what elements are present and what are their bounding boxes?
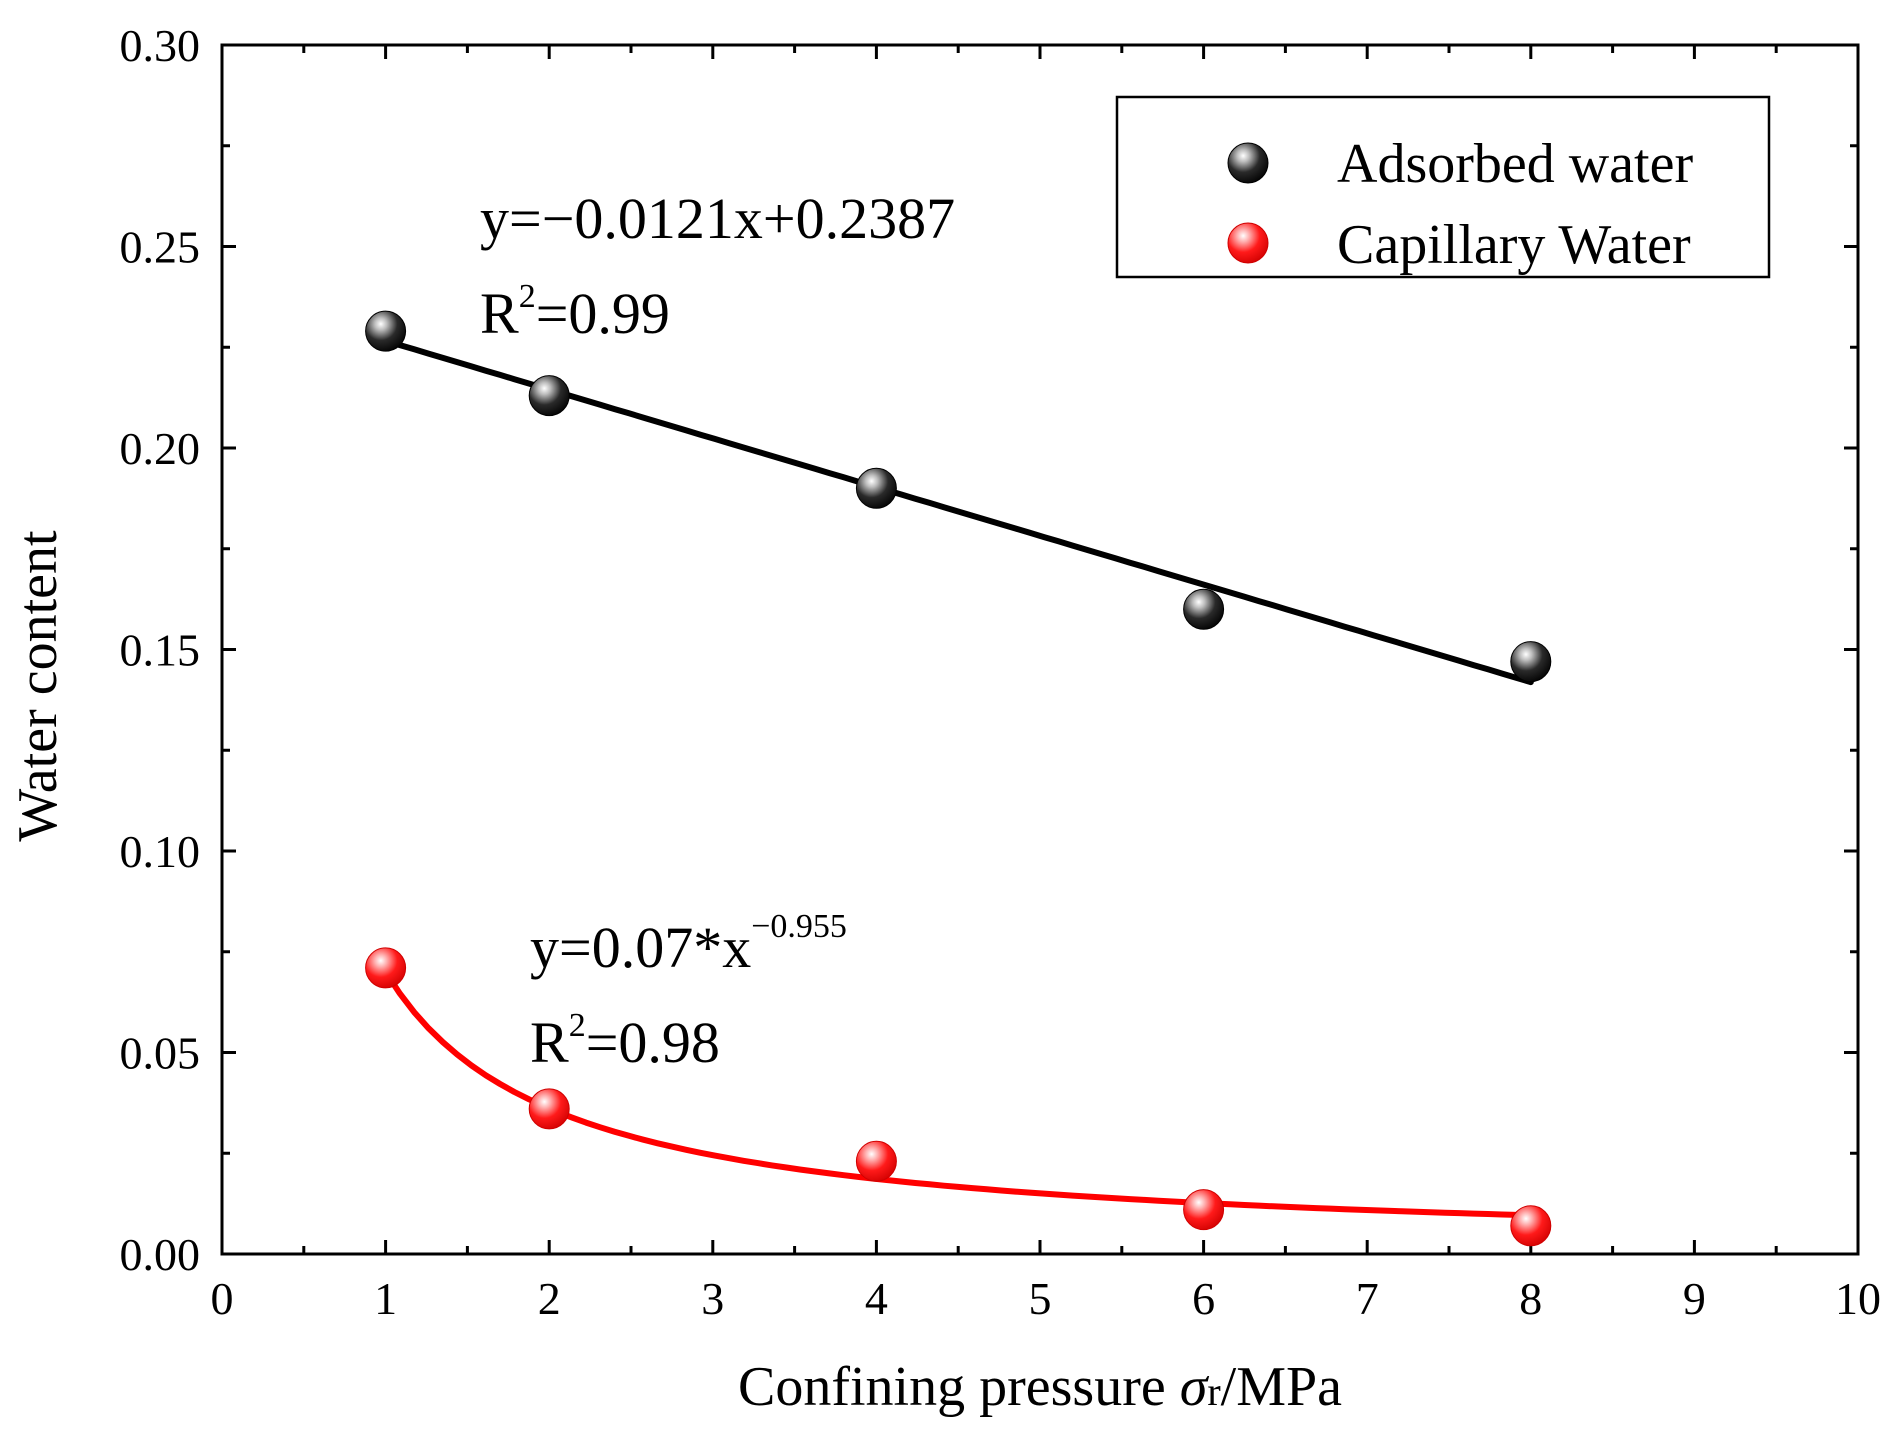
capillary-r2-prefix: R — [530, 1010, 569, 1075]
adsorbed-fit-line — [382, 337, 1534, 686]
adsorbed-water-point — [365, 310, 407, 352]
x-tick-label: 8 — [1519, 1273, 1542, 1324]
x-tick-label: 0 — [211, 1273, 234, 1324]
adsorbed-water-point — [1183, 588, 1225, 630]
legend-label-adsorbed-water: Adsorbed water — [1337, 133, 1693, 195]
y-axis-title: Water content — [7, 530, 69, 842]
adsorbed-r2-prefix: R — [480, 281, 519, 346]
adsorbed-r2-sup: 2 — [519, 278, 536, 315]
legend-marker-adsorbed-water — [1227, 142, 1269, 184]
capillary-water-point — [1183, 1189, 1225, 1231]
capillary-water-point — [855, 1140, 897, 1182]
x-tick-label: 6 — [1192, 1273, 1215, 1324]
adsorbed-r2-value: =0.99 — [536, 281, 670, 346]
x-axis-ticks: 0 1 2 3 4 5 6 7 8 9 10 — [211, 45, 1881, 1324]
capillary-fit-line — [382, 968, 1534, 1219]
adsorbed-fit-equation: y=−0.0121x+0.2387 — [480, 186, 955, 251]
y-axis-ticks: 0.00 0.05 0.10 0.15 0.20 0.25 0.30 — [120, 20, 1858, 1280]
capillary-r2-sup: 2 — [569, 1007, 586, 1044]
x-axis-title-subscript: r — [1207, 1369, 1220, 1414]
x-tick-label: 9 — [1683, 1273, 1706, 1324]
x-tick-label: 3 — [701, 1273, 724, 1324]
x-axis-title-symbol: σ — [1180, 1356, 1210, 1418]
x-tick-label: 10 — [1835, 1273, 1881, 1324]
plot-frame — [220, 43, 1860, 1256]
legend-label-capillary-water: Capillary Water — [1337, 214, 1691, 276]
x-axis-title-suffix: /MPa — [1221, 1356, 1342, 1418]
x-tick-label: 7 — [1356, 1273, 1379, 1324]
x-tick-label: 1 — [374, 1273, 397, 1324]
adsorbed-fit-r2: R2=0.99 — [480, 278, 670, 346]
capillary-water-point — [365, 947, 407, 989]
x-axis-title: Confining pressure σr/MPa — [738, 1356, 1342, 1418]
x-tick-label: 2 — [538, 1273, 561, 1324]
x-tick-label: 5 — [1029, 1273, 1052, 1324]
legend-box — [1115, 95, 1771, 279]
y-tick-label: 0.20 — [120, 423, 201, 474]
x-tick-label: 4 — [865, 1273, 888, 1324]
y-tick-label: 0.00 — [120, 1229, 201, 1280]
adsorbed-water-point — [855, 467, 897, 509]
fit-lines — [382, 337, 1534, 1219]
y-tick-label: 0.10 — [120, 826, 201, 877]
adsorbed-water-point — [1510, 641, 1552, 683]
y-tick-label: 0.25 — [120, 222, 201, 273]
capillary-water-point — [528, 1088, 570, 1130]
adsorbed-water-point — [528, 375, 570, 417]
capillary-r2-value: =0.98 — [586, 1010, 720, 1075]
capillary-fit-equation: y=0.07*x−0.955 — [530, 908, 847, 980]
y-tick-label: 0.30 — [120, 20, 201, 71]
capillary-eq-main: y=0.07*x — [530, 915, 751, 980]
legend: Adsorbed water Capillary Water — [1115, 95, 1771, 279]
capillary-water-point — [1510, 1205, 1552, 1247]
capillary-fit-r2: R2=0.98 — [530, 1007, 720, 1075]
capillary-eq-exponent: −0.955 — [751, 908, 847, 945]
y-tick-label: 0.15 — [120, 625, 201, 676]
data-points — [365, 310, 1552, 1247]
legend-marker-capillary-water — [1227, 222, 1269, 264]
x-axis-title-prefix: Confining pressure — [738, 1356, 1180, 1418]
y-tick-label: 0.05 — [120, 1028, 201, 1079]
